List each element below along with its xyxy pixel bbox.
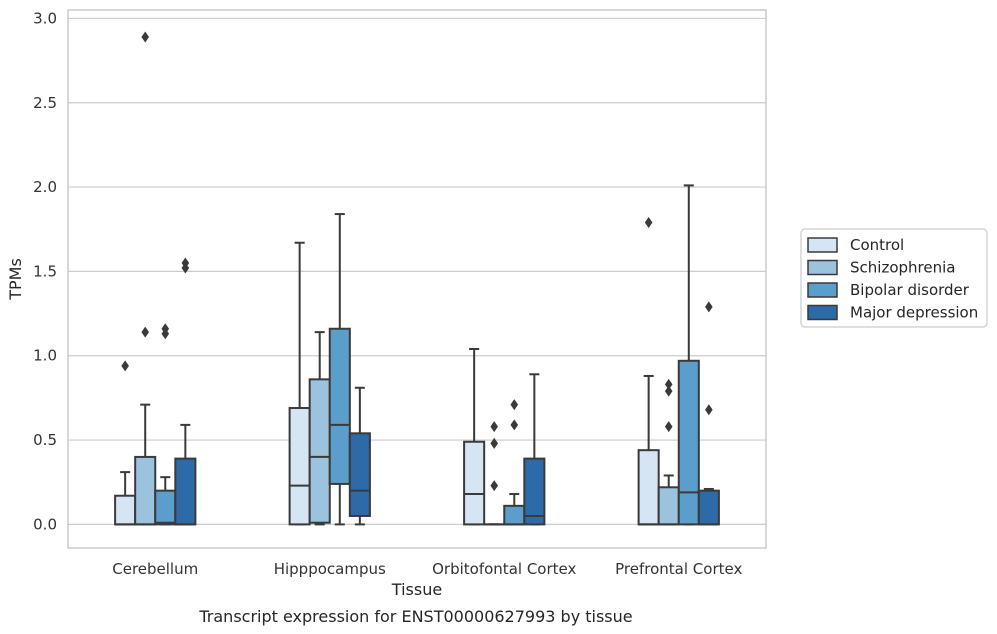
gridlines xyxy=(68,17,766,525)
y-tick-label: 1.0 xyxy=(33,347,57,365)
box-iqr xyxy=(174,457,197,526)
outlier-point xyxy=(705,404,713,416)
outlier-point xyxy=(161,323,170,335)
outlier-point xyxy=(705,301,713,313)
box-schizophrenia xyxy=(308,331,331,526)
box-control xyxy=(463,347,486,526)
y-tick-label: 2.0 xyxy=(33,178,57,196)
box-plot-marks xyxy=(114,31,720,526)
box-major-depression xyxy=(348,386,371,526)
y-tick-label: 0.5 xyxy=(33,431,57,449)
legend: Control Schizophrenia Bipolar disorder Majo… xyxy=(800,228,988,328)
box-bipolar-disorder xyxy=(677,184,700,526)
box-major-depression xyxy=(697,301,720,526)
box-major-depression xyxy=(174,257,197,526)
outlier-point xyxy=(664,378,673,390)
outlier-point xyxy=(121,360,129,372)
outlier-point xyxy=(664,385,673,397)
x-tick-label: Cerebellum xyxy=(112,560,198,578)
y-tick-labels: 0.0 0.5 1.0 1.5 2.0 2.5 3.0 xyxy=(33,9,57,533)
box-schizophrenia xyxy=(483,421,506,526)
box-iqr xyxy=(523,457,546,526)
legend-label: Control xyxy=(850,236,904,254)
box-schizophrenia xyxy=(657,378,680,526)
box-iqr xyxy=(288,407,311,526)
y-tick-label: 2.5 xyxy=(33,94,57,112)
x-tick-label: Prefrontal Cortex xyxy=(615,560,742,578)
legend-swatch xyxy=(807,304,838,321)
box-iqr xyxy=(154,489,177,526)
legend-label: Bipolar disorder xyxy=(850,281,970,299)
y-tick-label: 0.0 xyxy=(33,515,57,533)
legend-frame xyxy=(800,228,988,328)
outlier-point xyxy=(664,421,673,433)
box-control xyxy=(637,217,660,526)
legend-swatch xyxy=(807,237,838,253)
box-major-depression xyxy=(523,373,546,526)
legend-label: Major depression xyxy=(850,304,978,322)
outlier-point xyxy=(141,326,150,338)
legend-entry: Schizophrenia xyxy=(807,259,955,277)
outlier-point xyxy=(490,480,499,492)
y-axis-label: TPMs xyxy=(6,258,25,301)
outlier-point xyxy=(490,437,499,449)
box-bipolar-disorder xyxy=(328,213,351,526)
legend-entry: Major depression xyxy=(807,304,978,322)
outlier-point xyxy=(490,421,499,433)
box-bipolar-disorder xyxy=(503,399,526,526)
box-iqr xyxy=(308,378,331,524)
box-iqr xyxy=(657,486,680,526)
x-tick-label: Hipppocampus xyxy=(274,560,386,578)
y-tick-label: 3.0 xyxy=(33,9,57,27)
box-control xyxy=(288,241,311,526)
legend-swatch xyxy=(807,282,838,298)
box-iqr xyxy=(637,449,660,526)
box-iqr xyxy=(134,455,157,526)
figure-caption: Transcript expression for ENST0000062799… xyxy=(198,607,632,626)
outlier-point xyxy=(141,31,150,43)
box-iqr xyxy=(114,494,137,526)
y-tick-label: 1.5 xyxy=(33,262,57,280)
box-iqr xyxy=(503,504,526,526)
legend-label: Schizophrenia xyxy=(850,259,955,277)
legend-entry: Bipolar disorder xyxy=(807,281,970,299)
outlier-point xyxy=(510,419,519,431)
outlier-point xyxy=(644,217,653,229)
plot-frame xyxy=(67,9,767,549)
outlier-point xyxy=(510,399,519,411)
outlier-point xyxy=(181,257,190,269)
x-axis-label: Tissue xyxy=(391,580,442,599)
box-iqr xyxy=(677,359,700,526)
box-schizophrenia xyxy=(134,31,157,526)
box-iqr xyxy=(463,440,486,526)
box-iqr xyxy=(697,489,720,526)
legend-entry: Control xyxy=(807,236,904,254)
legend-swatch xyxy=(807,259,838,276)
box-iqr xyxy=(348,432,371,517)
box-iqr xyxy=(328,327,351,485)
x-tick-labels: Cerebellum Hipppocampus Orbitofontal Corte… xyxy=(112,560,742,578)
box-control xyxy=(114,360,137,526)
box-bipolar-disorder xyxy=(154,323,177,526)
x-tick-label: Orbitofontal Cortex xyxy=(432,560,576,578)
